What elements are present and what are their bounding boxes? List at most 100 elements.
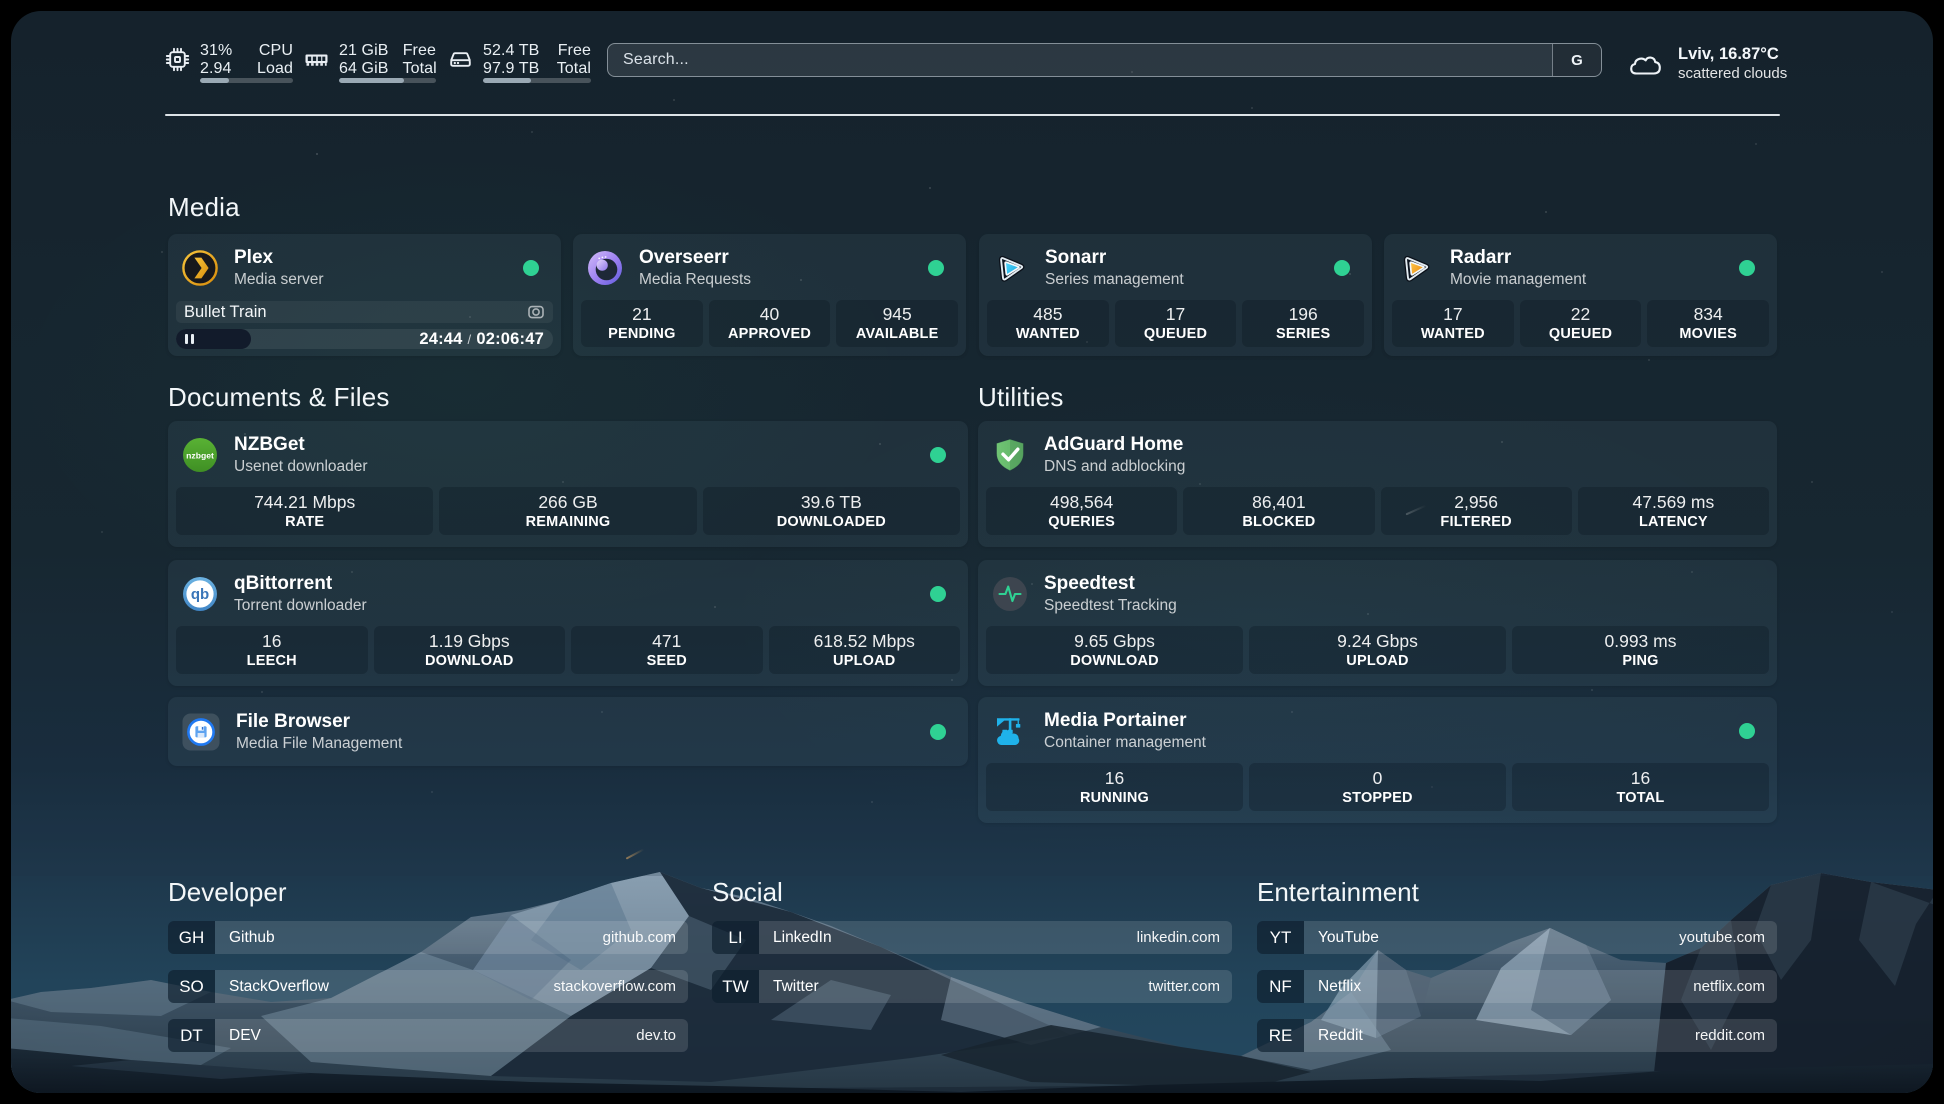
memory-resource-widget: 21 GiB Free 64 GiB Total [304, 42, 437, 87]
stat-approved: 40 APPROVED [708, 300, 831, 347]
bookmark-group-title-entertainment: Entertainment [1257, 877, 1419, 907]
pause-icon[interactable] [185, 334, 194, 344]
bookmark-url: reddit.com [1694, 1027, 1765, 1044]
service-description: Torrent downloader [234, 597, 367, 614]
stat-upload: 618.52 Mbps UPLOAD [768, 626, 960, 674]
stat-label: RATE [285, 513, 325, 530]
stat-value: 266 GB [538, 491, 598, 512]
weather-widget: Lviv, 16.87°C scattered clouds [1627, 44, 1787, 83]
service-name: Media Portainer [1044, 710, 1187, 731]
disk-total-value: 97.9 TB [483, 59, 540, 77]
section-title-documents: Documents & Files [168, 382, 390, 412]
status-dot [1739, 260, 1755, 276]
bookmark-abbr: RE [1257, 1019, 1304, 1052]
stat-label: SEED [646, 652, 687, 669]
service-card-qbittorrent[interactable]: qb qBittorrent Torrent downloader 16 LEE… [168, 560, 968, 686]
playback-position: 24:44 [419, 329, 463, 348]
status-dot [1739, 723, 1755, 739]
bookmark-abbr: TW [712, 970, 759, 1003]
stat-blocked: 86,401 BLOCKED [1183, 487, 1375, 535]
service-card-sonarr[interactable]: Sonarr Series management 485 WANTED 17 Q… [979, 234, 1372, 356]
speedtest-icon [992, 576, 1028, 612]
stat-pending: 21 PENDING [581, 300, 703, 347]
adguard-icon [992, 437, 1028, 473]
search-bar[interactable]: Search... G [607, 43, 1602, 77]
service-name: Sonarr [1045, 247, 1107, 268]
nzbget-icon: nzbget [182, 437, 218, 473]
service-name: Overseerr [639, 247, 729, 268]
disk-icon [448, 47, 473, 72]
bookmark-abbr: SO [168, 970, 215, 1003]
disk-meter [483, 77, 591, 83]
sonarr-icon [993, 250, 1029, 286]
stat-label: STOPPED [1342, 789, 1413, 806]
stat-value: 471 [652, 630, 682, 651]
cpu-resource-widget: 31% CPU 2.94 Load [165, 42, 293, 87]
service-description: Media File Management [236, 734, 403, 752]
radarr-icon [1398, 250, 1434, 286]
bookmark-url: dev.to [636, 1027, 676, 1044]
stat-label: DOWNLOAD [424, 652, 514, 669]
memory-free-label: Free [402, 42, 436, 59]
service-card-radarr[interactable]: Radarr Movie management 17 WANTED 22 QUE… [1384, 234, 1777, 356]
section-title-media: Media [168, 192, 240, 222]
service-card-nzbget[interactable]: nzbget NZBGet Usenet downloader 744.21 M… [168, 421, 968, 547]
stat-download: 1.19 Gbps DOWNLOAD [373, 626, 565, 674]
bookmark-github[interactable]: GH Github github.com [168, 921, 688, 954]
status-dot [523, 260, 539, 276]
stat-label: REMAINING [525, 513, 611, 530]
memory-icon [304, 47, 329, 72]
stat-running: 16 RUNNING [986, 763, 1243, 811]
stat-value: 39.6 TB [800, 491, 862, 512]
search-provider-button[interactable]: G [1552, 44, 1601, 76]
stat-queued: 17 QUEUED [1114, 300, 1237, 347]
cpu-usage-value: 31% [200, 42, 233, 59]
service-card-portainer[interactable]: Media Portainer Container management 16 … [978, 697, 1777, 823]
stat-available: 945 AVAILABLE [836, 300, 959, 347]
bookmark-twitter[interactable]: TW Twitter twitter.com [712, 970, 1232, 1003]
service-description: Series management [1045, 271, 1184, 288]
stat-value: 16 [1104, 767, 1125, 788]
status-dot [930, 447, 946, 463]
service-card-overseerr[interactable]: Overseerr Media Requests 21 PENDING 40 A… [573, 234, 966, 356]
bookmark-name: StackOverflow [229, 977, 329, 995]
disk-free-value: 52.4 TB [483, 42, 540, 59]
stat-wanted: 17 WANTED [1392, 300, 1514, 347]
stat-value: 498,564 [1049, 491, 1114, 512]
memory-total-label: Total [402, 59, 437, 77]
stat-queries: 498,564 QUERIES [986, 487, 1178, 535]
bookmark-reddit[interactable]: RE Reddit reddit.com [1257, 1019, 1777, 1052]
memory-total-value: 64 GiB [339, 59, 389, 77]
stat-value: 1.19 Gbps [428, 630, 510, 651]
stat-label: WANTED [1015, 326, 1080, 342]
stat-label: BLOCKED [1242, 513, 1316, 530]
service-card-filebrowser[interactable]: File Browser Media File Management [168, 697, 968, 766]
bookmark-name: YouTube [1318, 928, 1379, 946]
weather-location-temp: Lviv, 16.87°C [1678, 45, 1779, 63]
bookmark-group-title-social: Social [712, 877, 783, 907]
stat-value: 9.24 Gbps [1337, 630, 1418, 651]
service-card-speedtest[interactable]: Speedtest Speedtest Tracking 9.65 Gbps D… [978, 560, 1777, 686]
stat-label: UPLOAD [1346, 652, 1409, 669]
stat-label: QUEUED [1143, 326, 1208, 342]
bookmark-linkedin[interactable]: LI LinkedIn linkedin.com [712, 921, 1232, 954]
stat-seed: 471 SEED [571, 626, 763, 674]
stat-label: PING [1622, 652, 1659, 669]
service-card-plex[interactable]: Plex Media server Bullet Train 24:44 / 0… [168, 234, 561, 356]
plex-progress-bar[interactable]: 24:44 / 02:06:47 [176, 329, 553, 349]
bookmark-dev[interactable]: DT DEV dev.to [168, 1019, 688, 1052]
stat-value: 17 [1165, 304, 1186, 324]
stat-label: DOWNLOAD [1070, 652, 1159, 669]
search-input[interactable]: Search... [623, 51, 689, 68]
bookmark-youtube[interactable]: YT YouTube youtube.com [1257, 921, 1777, 954]
bookmark-abbr: YT [1257, 921, 1304, 954]
bookmark-stackoverflow[interactable]: SO StackOverflow stackoverflow.com [168, 970, 688, 1003]
bookmark-netflix[interactable]: NF Netflix netflix.com [1257, 970, 1777, 1003]
disk-free-label: Free [557, 42, 591, 59]
service-card-adguard[interactable]: AdGuard Home DNS and adblocking 498,564 … [978, 421, 1777, 547]
stat-value: 945 [882, 304, 912, 324]
service-name: File Browser [236, 710, 351, 732]
bookmark-group-title-developer: Developer [168, 877, 287, 907]
cpu-icon [165, 47, 190, 72]
stat-rate: 744.21 Mbps RATE [176, 487, 434, 535]
